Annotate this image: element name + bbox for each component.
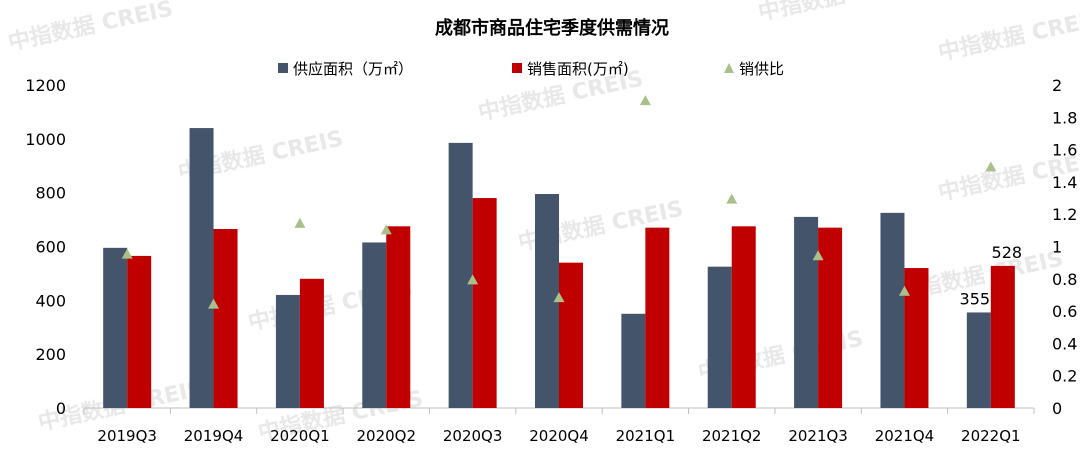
sales-bar — [731, 226, 756, 408]
sales-bar — [818, 227, 843, 408]
legend-label: 销售面积(万㎡) — [527, 60, 629, 78]
data-label-layer: 355 528 — [960, 243, 1023, 309]
y-right-tick-label: 2 — [1052, 76, 1062, 95]
legend-label: 销供比 — [739, 60, 784, 78]
legend-marker — [724, 63, 734, 73]
x-tick-label: 2019Q4 — [184, 427, 244, 445]
sales-bar — [472, 198, 497, 408]
ratio-marker — [639, 95, 651, 106]
ratio-marker-layer — [121, 95, 997, 309]
x-tick-label: 2020Q1 — [270, 427, 330, 445]
sales-bar — [990, 265, 1015, 408]
y-right-tick-label: 0.6 — [1052, 302, 1077, 321]
y-right-tick-label: 1.8 — [1052, 108, 1077, 127]
chart-title: 成都市商品住宅季度供需情况 — [435, 17, 669, 39]
sales-bar — [559, 262, 583, 408]
y-right-tick-label: 1 — [1052, 238, 1062, 257]
ratio-marker — [898, 285, 910, 296]
sales-bar — [645, 227, 670, 408]
sales-bar — [299, 278, 324, 408]
supply-bar — [794, 216, 819, 408]
y-right-tick-label: 0.8 — [1052, 270, 1077, 289]
y-left-tick-label: 0 — [56, 399, 66, 418]
legend-swatch — [512, 63, 522, 73]
y-right-tick-label: 0.4 — [1052, 334, 1077, 353]
x-tick-label: 2020Q4 — [529, 427, 589, 445]
y-left-tick-label: 400 — [35, 291, 66, 310]
ratio-marker — [726, 193, 738, 204]
y-left-tick-label: 600 — [35, 238, 66, 257]
y-left-tick-label: 1000 — [25, 130, 66, 149]
axes: 2019Q3 2019Q4 2020Q1 2020Q2 2020Q3 2020Q4 2021… — [25, 76, 1077, 445]
watermark-text: 中指数据 CREIS — [936, 6, 1080, 66]
supply-bar — [880, 212, 905, 408]
x-tick-label: 2022Q1 — [961, 427, 1021, 445]
legend-swatch — [278, 63, 288, 73]
x-tick-label: 2021Q2 — [702, 427, 762, 445]
legend: 供应面积（万㎡） 销售面积(万㎡) 销供比 — [278, 60, 784, 78]
supply-bar — [189, 128, 214, 409]
ratio-marker — [985, 161, 997, 172]
watermark-text: 中指数据 CREIS — [6, 0, 176, 56]
x-tick-label: 2020Q3 — [443, 427, 503, 445]
supply-bar — [362, 242, 387, 408]
y-right-tick-label: 1.4 — [1052, 173, 1077, 192]
ratio-marker — [121, 248, 133, 259]
ratio-marker — [467, 274, 479, 285]
y-right-tick-label: 1.6 — [1052, 141, 1077, 160]
y-right-tick-label: 0.2 — [1052, 367, 1077, 386]
sales-bar — [386, 226, 411, 408]
sales-bar — [904, 268, 929, 408]
ratio-marker — [294, 217, 306, 228]
supply-bar — [966, 312, 991, 408]
watermark-text: 中指数据 CREIS — [756, 0, 926, 26]
ratio-marker — [812, 250, 824, 261]
supply-bar — [103, 247, 128, 408]
supply-bar — [275, 294, 300, 408]
supply-bar — [707, 266, 732, 408]
ratio-marker — [208, 298, 220, 309]
y-right-tick-label: 1.2 — [1052, 205, 1077, 224]
data-label: 355 — [960, 289, 991, 308]
ratio-marker — [553, 292, 565, 303]
supply-bar — [621, 313, 646, 408]
ratio-marker — [380, 224, 392, 235]
bar-layer — [103, 128, 1015, 409]
x-tick-label: 2021Q1 — [616, 427, 676, 445]
sales-bar — [213, 229, 238, 408]
x-tick-label: 2019Q3 — [97, 427, 157, 445]
y-left-tick-label: 800 — [35, 184, 66, 203]
data-label: 528 — [992, 243, 1023, 262]
sales-bar — [127, 255, 152, 408]
legend-label: 供应面积（万㎡） — [293, 60, 413, 78]
x-tick-label: 2020Q2 — [357, 427, 417, 445]
y-left-tick-label: 1200 — [25, 76, 66, 95]
supply-bar — [448, 142, 473, 408]
y-right-tick-label: 0 — [1052, 399, 1062, 418]
x-tick-label: 2021Q4 — [875, 427, 935, 445]
y-left-tick-label: 200 — [35, 345, 66, 364]
x-tick-label: 2021Q3 — [788, 427, 848, 445]
